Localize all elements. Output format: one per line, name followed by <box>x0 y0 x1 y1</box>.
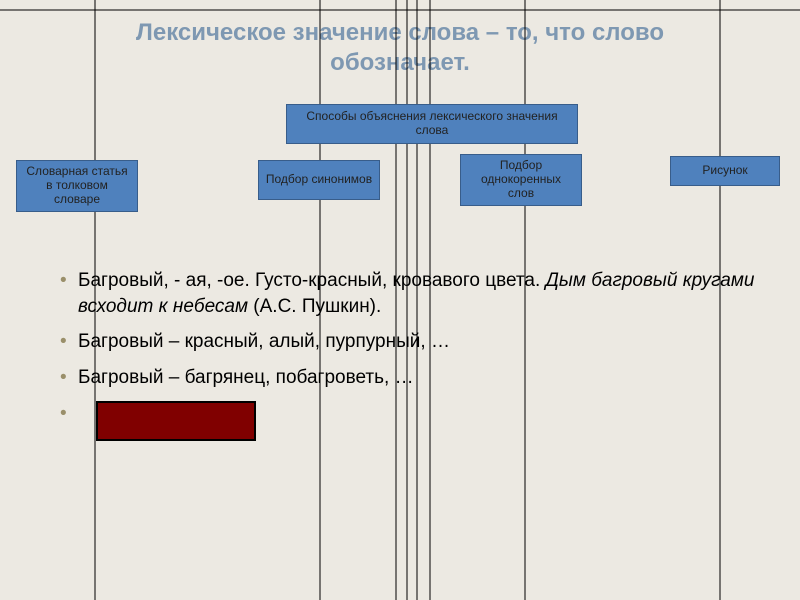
bullet-post: (А.С. Пушкин). <box>248 296 381 317</box>
node-dictionary: Словарная статья в толковом словаре <box>16 160 138 212</box>
diagram-area: Способы объяснения лексического значения… <box>0 88 800 238</box>
bullet-pre: Багровый, - ая, -ое. Густо-красный, кров… <box>78 270 546 291</box>
list-item: Багровый, - ая, -ое. Густо-красный, кров… <box>60 268 756 319</box>
node-synonyms: Подбор синонимов <box>258 160 380 200</box>
node-cognates: Подбор однокоренных слов <box>460 154 582 206</box>
bullet-content: Багровый, - ая, -ое. Густо-красный, кров… <box>0 238 800 441</box>
list-item: Багровый – красный, алый, пурпурный, … <box>60 329 756 355</box>
list-item: Багровый – багрянец, побагроветь, … <box>60 365 756 391</box>
node-drawing: Рисунок <box>670 156 780 186</box>
color-swatch <box>96 401 256 441</box>
page-title: Лексическое значение слова – то, что сло… <box>0 0 800 88</box>
title-line-1: Лексическое значение слова – то, что сло… <box>136 19 664 46</box>
list-item-swatch <box>60 401 756 441</box>
title-line-2: обозначает. <box>330 49 470 76</box>
node-top: Способы объяснения лексического значения… <box>286 104 578 144</box>
